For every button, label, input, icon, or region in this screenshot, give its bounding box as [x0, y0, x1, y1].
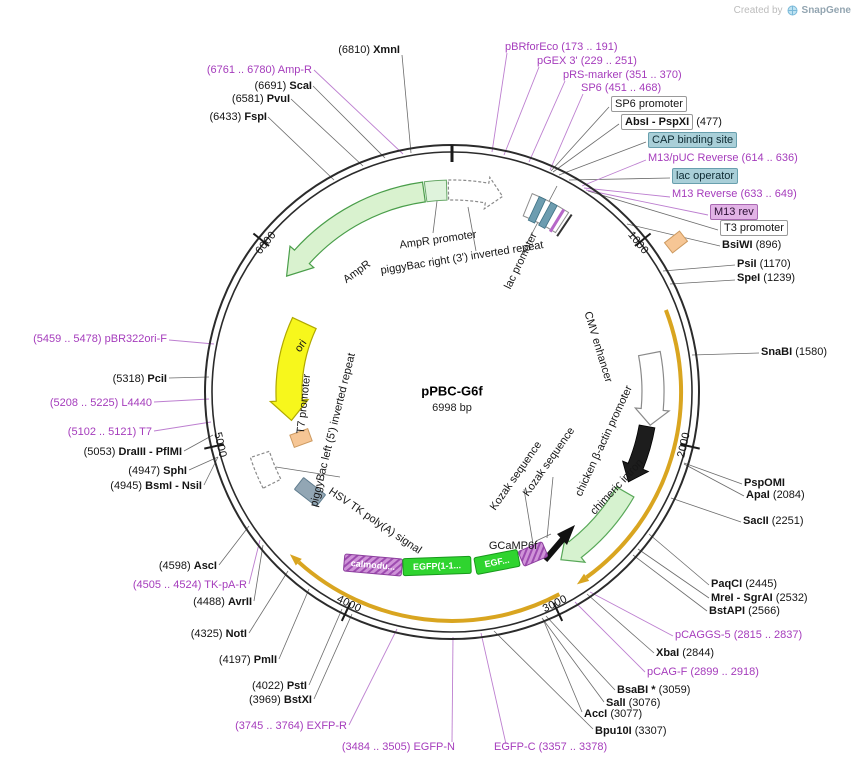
- label-t3-promoter: T3 promoter: [720, 220, 788, 236]
- ampr-promoter-feature: [423, 179, 448, 203]
- offset-feature-box-right: [663, 230, 689, 254]
- label-sphi: (4947) SphI: [128, 465, 187, 477]
- lac-operator-feature: [538, 201, 558, 229]
- label-m13-rev: M13 rev: [710, 204, 758, 220]
- gold-arc-cag: [576, 309, 684, 585]
- callout-lines-primers: [153, 52, 709, 745]
- t7-promoter-feature: [289, 428, 313, 448]
- label-acci: AccI (3077): [584, 708, 643, 720]
- label-scai: (6691) ScaI: [254, 80, 313, 92]
- label-noti: (4325) NotI: [190, 628, 247, 640]
- label-pvui: (6581) PvuI: [231, 93, 290, 105]
- piggybac-right-feature: [447, 175, 504, 211]
- label-sacii: SacII (2251): [743, 515, 804, 527]
- label-amp-r-primer: (6761 .. 6780) Amp-R: [206, 64, 312, 76]
- label-mrei-sgrai: MreI - SgrAI (2532): [711, 592, 808, 604]
- label-prs-marker-primer: pRS-marker (351 .. 370): [563, 69, 682, 81]
- label-m13-puc-reverse-primer: M13/pUC Reverse (614 .. 636): [648, 152, 798, 164]
- label-spei: SpeI (1239): [737, 272, 796, 284]
- ori-feature: [268, 316, 317, 422]
- ampr-feature-arrow: [285, 181, 426, 277]
- cap-binding-site-feature: [527, 196, 547, 224]
- label-xmni: (6810) XmnI: [338, 44, 400, 56]
- scale-ticks: [204, 145, 700, 622]
- label-pbr322ori-f-primer: (5459 .. 5478) pBR322ori-F: [33, 333, 167, 345]
- label-tk-pa-r-primer: (4505 .. 4524) TK-pA-R: [132, 579, 247, 591]
- label-draiii-pflmi: (5053) DraIII - PflMI: [83, 446, 182, 458]
- label-bstxi: (3969) BstXI: [249, 694, 312, 706]
- label-bsmi-nsii: (4945) BsmI - NsiI: [110, 480, 202, 492]
- label-absi-pspxi: AbsI - PspXI (477): [621, 114, 722, 130]
- label-snabi: SnaBI (1580): [761, 346, 828, 358]
- gold-arc-gcamp6f: [289, 554, 561, 623]
- label-gcamp6f: GCaMP6f: [488, 540, 538, 552]
- label-bpu10i: Bpu10I (3307): [595, 725, 667, 737]
- label-pcaggs5-primer: pCAGGS-5 (2815 .. 2837): [675, 629, 803, 641]
- watermark: Created by SnapGene: [734, 5, 851, 16]
- label-apai: ApaI (2084): [746, 489, 805, 501]
- label-pgex3-primer: pGEX 3' (229 .. 251): [537, 55, 637, 67]
- plasmid-size: 6998 bp: [432, 402, 472, 414]
- label-pspomi: PspOMI: [744, 477, 785, 489]
- label-avrii: (4488) AvrII: [193, 596, 252, 608]
- calmodulin-box-small: [518, 541, 548, 567]
- egfp-box-1-text: EGFP(1-1...: [412, 560, 462, 572]
- label-l4440-primer: (5208 .. 5225) L4440: [49, 397, 152, 409]
- label-m13-reverse-primer: M13 Reverse (633 .. 649): [672, 188, 797, 200]
- piggybac-left-feature: [249, 450, 282, 490]
- snapgene-logo-icon: [787, 5, 798, 16]
- cmv-enhancer-feature: [633, 350, 671, 427]
- watermark-brand: SnapGene: [801, 5, 851, 16]
- label-cap-binding-site: CAP binding site: [648, 132, 738, 148]
- label-psii: PsiI (1170): [737, 258, 791, 270]
- egfp-box-2: [473, 549, 521, 575]
- label-pcagf-primer: pCAG-F (2899 .. 2918): [647, 666, 759, 678]
- label-sp6-promoter: SP6 promoter: [611, 96, 687, 112]
- label-bsiwi: BsiWI (896): [722, 239, 782, 251]
- beta-actin-promoter-feature: [621, 424, 656, 483]
- egfp-box-1: [402, 555, 472, 577]
- plasmid-name: pPBC-G6f: [421, 383, 483, 399]
- label-pbrforeco-primer: pBRforEco (173 .. 191): [505, 41, 618, 53]
- gcamp6f-start-feature: [542, 525, 575, 562]
- calmodulin-box: [343, 553, 403, 577]
- label-sali: SalI (3076): [606, 697, 661, 709]
- label-xbai: XbaI (2844): [656, 647, 715, 659]
- t3-promoter-feature: [556, 214, 573, 237]
- label-exfp-r-primer: (3745 .. 3764) EXFP-R: [235, 720, 347, 732]
- label-psti: (4022) PstI: [251, 680, 307, 692]
- watermark-created-by: Created by: [733, 5, 783, 16]
- label-asci: (4598) AscI: [158, 560, 217, 572]
- label-pmli: (4197) PmlI: [218, 654, 277, 666]
- m13-rev-primer-tick: [548, 208, 566, 233]
- label-fspi: (6433) FspI: [209, 111, 267, 123]
- label-egfp-n-primer: (3484 .. 3505) EGFP-N: [341, 741, 455, 753]
- hsv-tk-polya-feature: [294, 477, 326, 507]
- chimeric-intron-feature: [560, 486, 635, 563]
- label-bsabi: BsaBI * (3059): [617, 684, 691, 696]
- label-paqci: PaqCI (2445): [711, 578, 778, 590]
- label-bstapi: BstAPI (2566): [709, 605, 780, 617]
- label-lac-operator: lac operator: [672, 168, 739, 184]
- label-t7-primer: (5102 .. 5121) T7: [67, 426, 152, 438]
- callout-lines-enzymes: [168, 54, 760, 730]
- label-egfp-c-primer: EGFP-C (3357 .. 3378): [494, 741, 608, 753]
- label-pcii: (5318) PciI: [112, 373, 167, 385]
- label-sp6-primer: SP6 (451 .. 468): [581, 82, 662, 94]
